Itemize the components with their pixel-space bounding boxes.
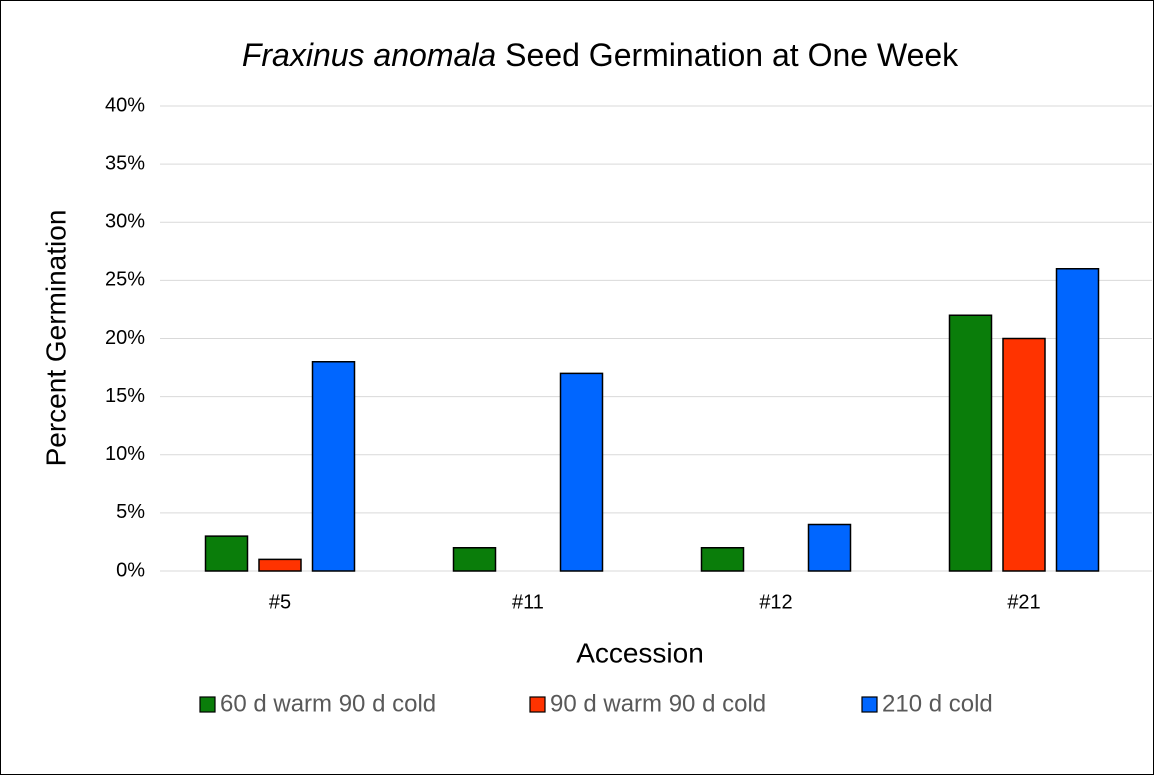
x-tick-label: #5	[269, 591, 291, 613]
legend-swatch	[199, 696, 216, 713]
x-tick-label: #11	[512, 591, 544, 613]
bar	[559, 372, 604, 572]
title-rest: Seed Germination at One Week	[505, 37, 959, 73]
y-tick-label: 5%	[116, 501, 145, 523]
title-species: Fraxinus anomala	[242, 37, 496, 73]
y-tick-label: 25%	[105, 269, 145, 291]
bar	[204, 535, 249, 572]
y-axis-title: Percent Germination	[40, 210, 71, 467]
legend-label: 60 d warm 90 d cold	[220, 690, 436, 717]
chart-title: Fraxinus anomala Seed Germination at One …	[242, 37, 959, 73]
bar	[311, 361, 356, 572]
bar	[807, 523, 852, 572]
legend-swatch	[861, 696, 878, 713]
y-tick-label: 10%	[105, 443, 145, 465]
y-tick-label: 0%	[116, 559, 145, 581]
legend-label: 90 d warm 90 d cold	[550, 690, 766, 717]
legend-swatch	[529, 696, 546, 713]
y-tick-label: 40%	[105, 94, 145, 116]
bar	[1002, 337, 1046, 572]
x-axis-title: Accession	[576, 637, 704, 668]
x-tick-label: #21	[1007, 591, 1040, 613]
y-tick-label: 15%	[105, 385, 145, 407]
y-tick-label: 30%	[105, 211, 145, 233]
bar	[258, 558, 302, 572]
legend-label: 210 d cold	[882, 690, 993, 717]
x-tick-label: #12	[759, 591, 792, 613]
y-tick-label: 35%	[105, 152, 145, 174]
bar	[1055, 268, 1100, 572]
bar	[700, 547, 745, 572]
bar	[452, 547, 497, 572]
bar	[948, 314, 993, 572]
y-tick-label: 20%	[105, 327, 145, 349]
